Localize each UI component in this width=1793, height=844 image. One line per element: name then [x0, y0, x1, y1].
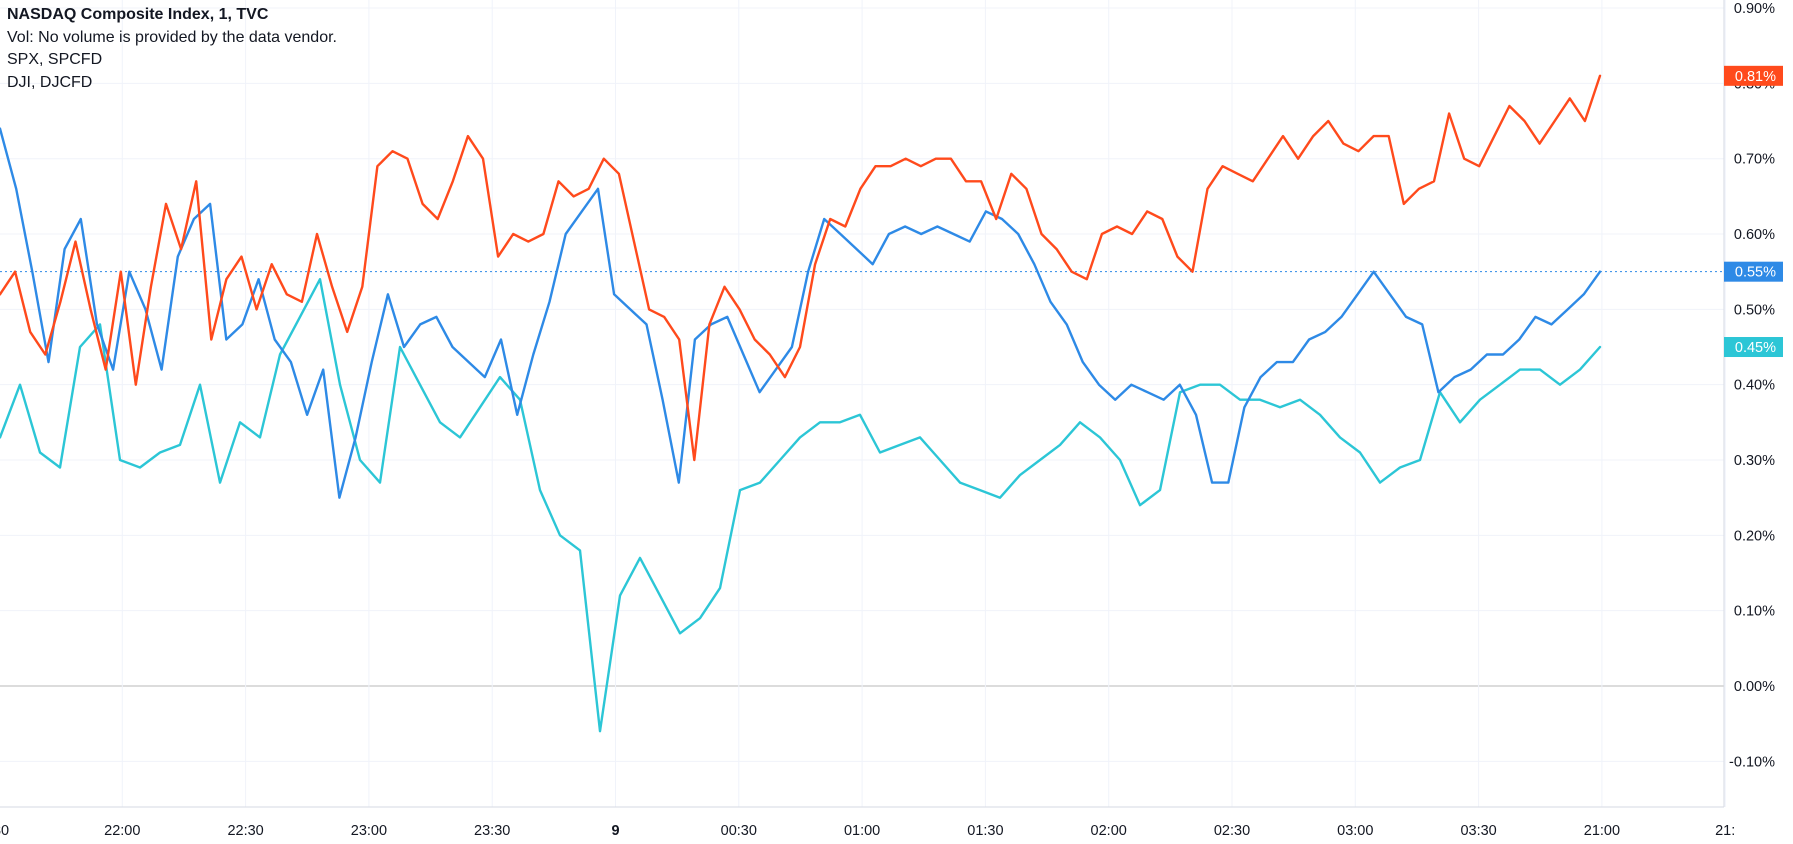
- badge-bg: [1724, 261, 1783, 282]
- x-tick-label: 01:30: [967, 823, 1003, 839]
- x-tick-label: 00:30: [721, 823, 757, 839]
- x-tick-label: 02:30: [1214, 823, 1250, 839]
- y-tick-label: 0.50%: [1734, 302, 1775, 318]
- x-tick-label: 9: [611, 823, 619, 839]
- legend-spx-symbol[interactable]: SPX, SPCFD: [7, 51, 103, 68]
- series-line-spx[interactable]: [0, 127, 1602, 499]
- y-tick-label: 0.30%: [1734, 453, 1775, 469]
- badge-dji: 0.45%: [1724, 337, 1783, 358]
- grid-lines: [0, 0, 1726, 807]
- series-lines[interactable]: [0, 74, 1602, 733]
- last-value-badges: 0.81% 0.55% 0.45%: [1724, 65, 1783, 358]
- y-tick-label: -0.10%: [1729, 754, 1775, 770]
- x-tick-label: :30: [0, 823, 9, 839]
- x-tick-label: 21:00: [1584, 823, 1620, 839]
- badge-value: 0.81%: [1735, 69, 1776, 85]
- badge-spx: 0.55%: [1724, 261, 1783, 282]
- price-axis[interactable]: 0.90%0.80%0.70%0.60%0.50%0.40%0.30%0.20%…: [1729, 1, 1775, 770]
- x-tick-label: 03:30: [1460, 823, 1496, 839]
- x-tick-label: 23:00: [351, 823, 387, 839]
- x-tick-label: 23:30: [474, 823, 510, 839]
- x-tick-label: 02:00: [1091, 823, 1127, 839]
- badge-nasdaq: 0.81%: [1724, 65, 1783, 86]
- series-line-nasdaq[interactable]: [0, 74, 1602, 462]
- legend-dji-symbol[interactable]: DJI, DJCFD: [7, 73, 93, 91]
- x-tick-label: 21:: [1715, 823, 1735, 839]
- y-tick-label: 0.70%: [1734, 152, 1775, 168]
- y-tick-label: 0.00%: [1734, 679, 1775, 695]
- y-tick-label: 0.90%: [1734, 1, 1775, 17]
- y-tick-label: 0.10%: [1734, 604, 1775, 620]
- x-tick-label: 22:30: [227, 823, 263, 839]
- x-tick-label: 22:00: [104, 823, 140, 839]
- badge-value: 0.55%: [1735, 265, 1776, 281]
- badge-value: 0.45%: [1735, 340, 1776, 356]
- legend-volume-note: Vol: No volume is provided by the data v…: [7, 28, 337, 46]
- time-axis[interactable]: :30 22:00 22:30 23:00 23:30 9 00:30 01:00 01:30 0…: [0, 823, 1735, 839]
- y-tick-label: 0.60%: [1734, 227, 1775, 243]
- series-line-dji[interactable]: [0, 278, 1602, 733]
- x-tick-label: 01:00: [844, 823, 880, 839]
- y-tick-label: 0.40%: [1734, 378, 1775, 394]
- legend-main-symbol[interactable]: NASDAQ Composite Index, 1, TVC: [7, 6, 269, 23]
- badge-bg: [1724, 337, 1783, 358]
- x-tick-label: 03:00: [1337, 823, 1373, 839]
- chart-legend: NASDAQ Composite Index, 1, TVC Vol: No v…: [7, 4, 337, 94]
- y-tick-label: 0.20%: [1734, 528, 1775, 544]
- badge-bg: [1724, 65, 1783, 86]
